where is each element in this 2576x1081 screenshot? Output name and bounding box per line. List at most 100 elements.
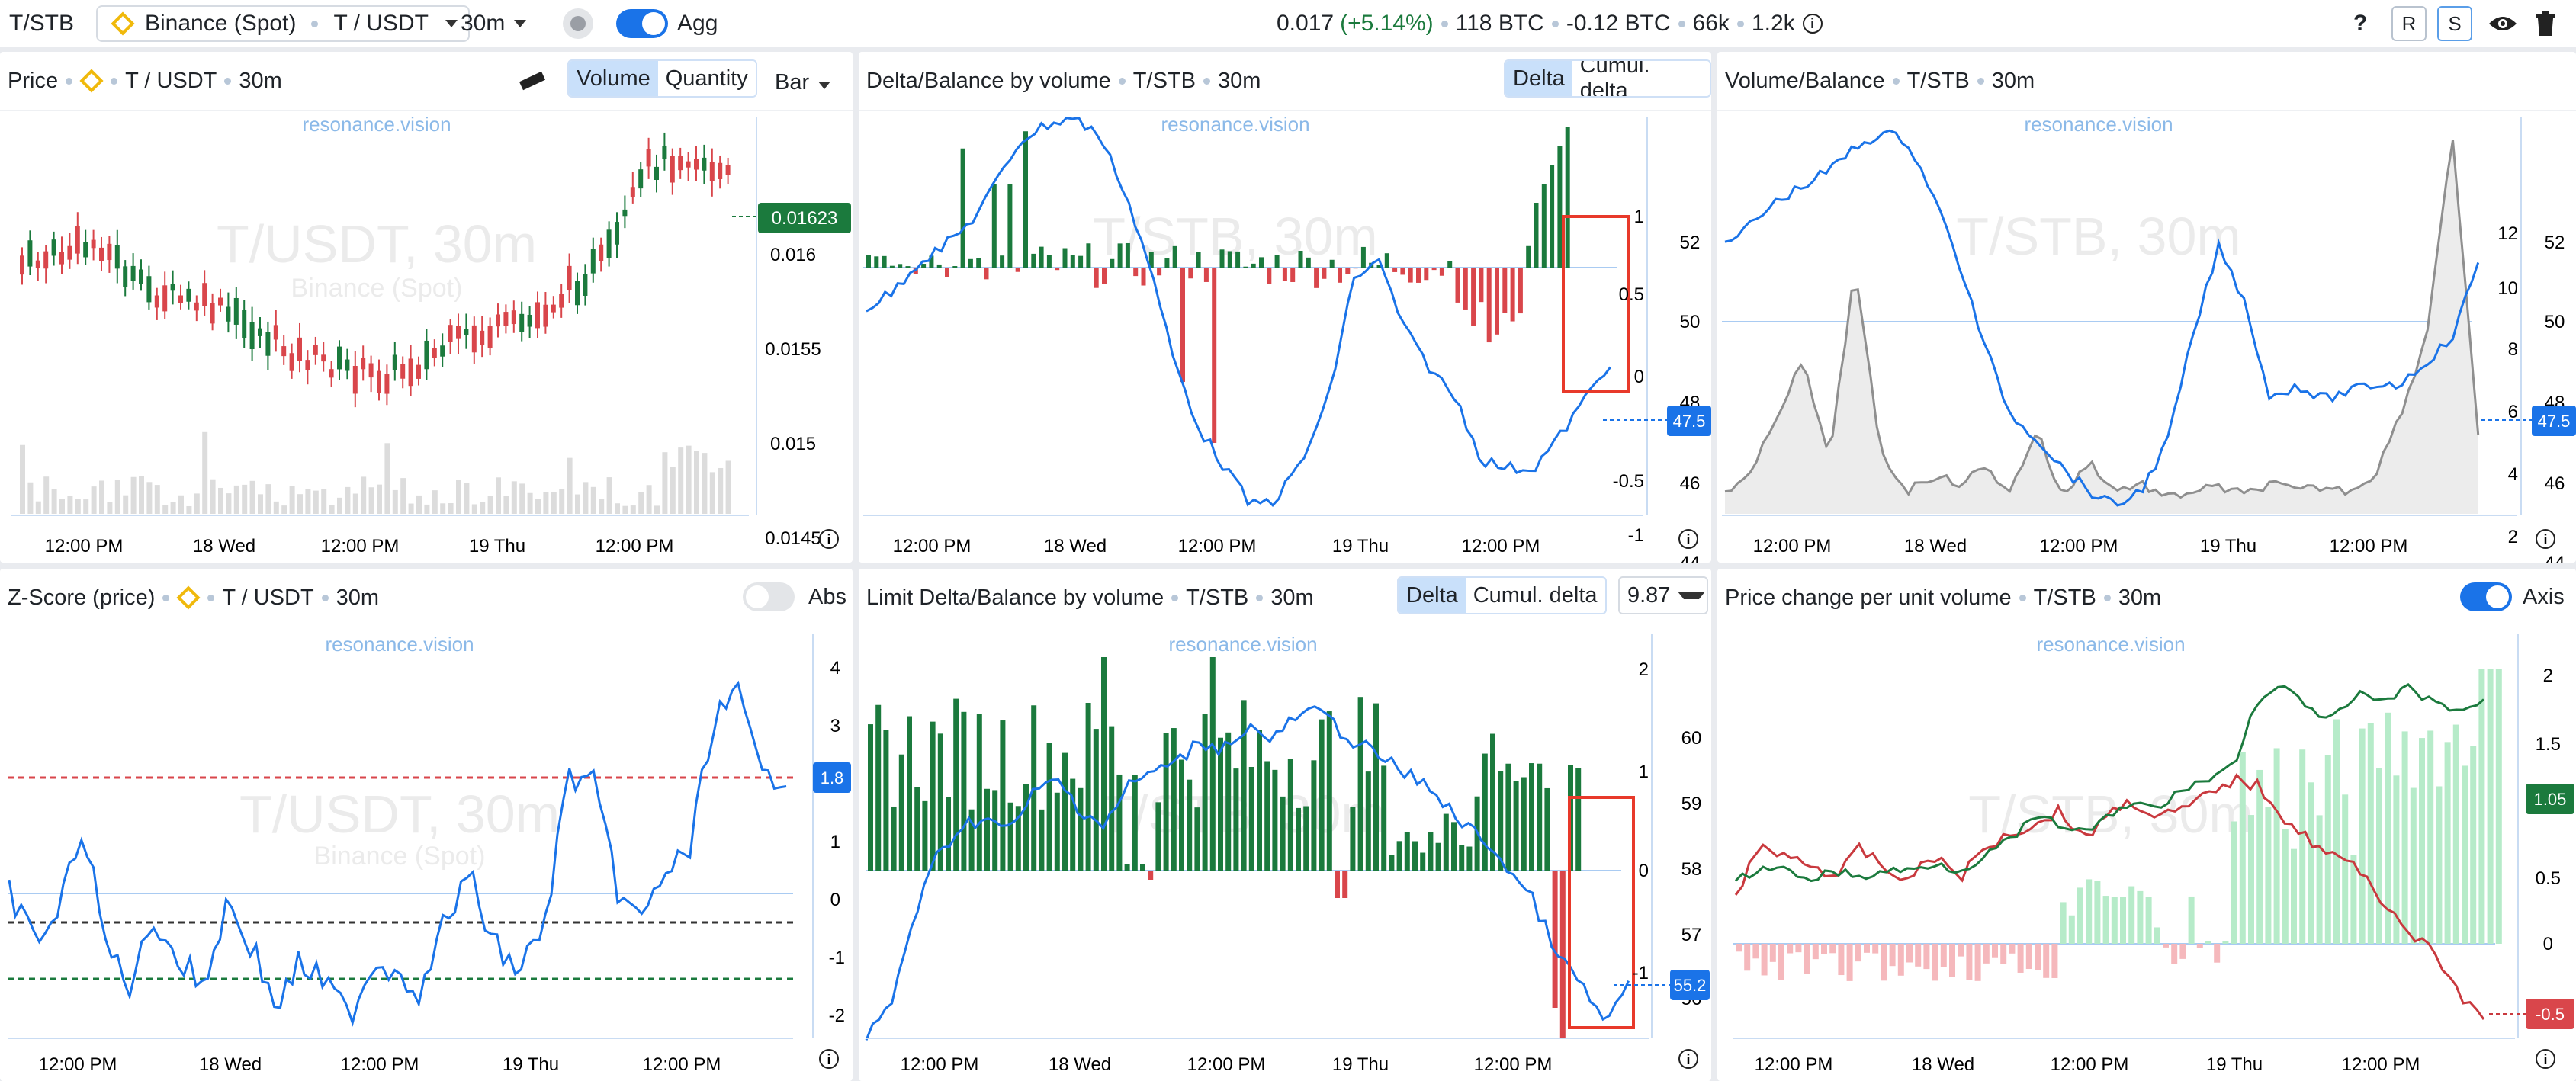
candle-body xyxy=(630,187,635,197)
volume-bar xyxy=(424,504,430,514)
limit-delta-bar xyxy=(1521,777,1527,871)
pcpv-bar xyxy=(2086,879,2093,944)
candle-body xyxy=(154,295,159,308)
volume-bar xyxy=(35,501,41,514)
info-icon[interactable]: i xyxy=(1802,14,1823,34)
r-button[interactable]: R xyxy=(2391,0,2427,47)
volume-bar xyxy=(178,495,184,514)
volume-bar xyxy=(265,484,271,514)
candle-body xyxy=(694,159,699,170)
pcpv-bar xyxy=(1864,944,1870,953)
cumul-delta-option[interactable]: Cumul. delta xyxy=(1579,59,1650,98)
volume-bar xyxy=(43,476,50,514)
y-tick: 4 xyxy=(2508,464,2518,485)
volume-option[interactable]: Volume xyxy=(569,61,658,96)
y-tick: 50 xyxy=(2545,312,2565,332)
filter-selector[interactable]: 9.87 xyxy=(1618,576,1708,614)
panel-header: Price change per unit volume T/STB 30m xyxy=(1717,569,2576,627)
candle-body xyxy=(575,281,580,306)
pcpv-chart[interactable]: resonance.vision T/STB, 30m 2 1.5 1 0.5 … xyxy=(1717,627,2576,1081)
record-button[interactable] xyxy=(563,0,593,47)
delta-chart[interactable]: resonance.vision T/STB, 30m 1 0.5 0 -0.5… xyxy=(859,110,1711,563)
candle-body xyxy=(535,302,540,329)
agg-toggle[interactable]: Agg xyxy=(616,0,718,47)
candle-body xyxy=(162,285,168,312)
pcpv-bar xyxy=(2436,786,2443,944)
y-ticks-right: 60 59 58 57 56 xyxy=(1681,728,1702,1009)
price-chart[interactable]: resonance.vision T/USDT, 30m Binance (Sp… xyxy=(0,110,853,563)
delta-bar xyxy=(1062,248,1068,268)
candle-body xyxy=(384,374,390,394)
cumul-delta-option[interactable]: Cumul. delta xyxy=(1473,582,1598,608)
watermark: resonance.vision xyxy=(2036,633,2185,656)
limit-delta-chart[interactable]: resonance.vision T/STB, 30m 2 1 0 -1 60 … xyxy=(859,627,1711,1081)
eye-button[interactable] xyxy=(2488,0,2518,47)
volume-bar xyxy=(392,489,398,514)
panel-title: Limit Delta/Balance by volume xyxy=(866,585,1164,610)
candle-body xyxy=(170,284,175,291)
zscore-chart[interactable]: resonance.vision T/USDT, 30m Binance (Sp… xyxy=(0,627,853,1081)
delta-option[interactable]: Delta xyxy=(1399,578,1466,613)
axis-toggle[interactable]: Axis xyxy=(2460,582,2565,611)
limit-delta-bar xyxy=(1163,733,1169,871)
info-icon[interactable]: i xyxy=(1678,529,1698,549)
delta-bar xyxy=(1007,184,1013,268)
delta-option[interactable]: Delta xyxy=(1505,61,1572,96)
limit-delta-bar xyxy=(1241,700,1247,871)
delta-bar xyxy=(1306,257,1311,268)
delta-mode-toggle[interactable]: Delta Cumul. delta xyxy=(1504,59,1711,98)
volume-bar xyxy=(384,443,390,514)
volume-chart[interactable]: resonance.vision T/STB, 30m 12 10 8 6 4 … xyxy=(1717,110,2576,563)
info-icon[interactable]: i xyxy=(819,529,839,549)
pcpv-bar xyxy=(2265,807,2272,944)
limit-delta-bar xyxy=(1085,703,1091,871)
current-value-tag xyxy=(1667,406,1711,436)
info-icon[interactable]: i xyxy=(819,1049,839,1069)
delta-mode-toggle[interactable]: Delta Cumul. delta xyxy=(1397,576,1607,614)
delete-button[interactable] xyxy=(2535,0,2556,47)
pcpv-bar xyxy=(2043,944,2050,978)
toggle-switch[interactable] xyxy=(2460,582,2512,611)
pcpv-bar xyxy=(1804,944,1810,974)
info-icon[interactable]: i xyxy=(2536,529,2555,549)
panel-header: Limit Delta/Balance by volume T/STB 30m xyxy=(859,569,1711,627)
candle-body xyxy=(59,252,64,265)
x-ticks: 12:00 PM 18 Wed 12:00 PM 19 Thu 12:00 PM xyxy=(39,1054,721,1075)
pcpv-bar xyxy=(2393,775,2400,944)
limit-delta-bar xyxy=(1187,779,1193,871)
info-icon[interactable]: i xyxy=(2536,1049,2555,1069)
limit-delta-bar xyxy=(1280,796,1286,871)
limit-delta-bar xyxy=(1046,743,1052,871)
chart-type-selector[interactable]: Bar xyxy=(775,70,831,95)
volume-bar xyxy=(702,453,708,514)
delta-bar xyxy=(1338,268,1342,283)
candle-body xyxy=(377,370,381,393)
s-button[interactable]: S xyxy=(2437,0,2472,47)
volume-bar xyxy=(709,472,715,514)
candle-body xyxy=(289,353,294,371)
volume-bar xyxy=(543,492,549,514)
panel-title: Delta/Balance by volume xyxy=(866,68,1111,93)
pcpv-bar xyxy=(2163,944,2169,948)
volume-quantity-toggle[interactable]: Volume Quantity xyxy=(567,59,757,98)
x-tick: 12:00 PM xyxy=(39,1054,117,1075)
timeframe-selector[interactable]: 30m xyxy=(461,0,527,47)
info-icon[interactable]: i xyxy=(1678,1049,1698,1069)
candle-body xyxy=(646,149,651,167)
toggle-switch[interactable] xyxy=(743,582,795,611)
limit-delta-bar xyxy=(1490,733,1495,871)
abs-toggle[interactable]: Abs xyxy=(743,582,846,611)
help-button[interactable]: ? xyxy=(2353,0,2367,47)
toggle-switch[interactable] xyxy=(616,9,668,38)
ruler-icon[interactable] xyxy=(519,69,546,91)
quantity-option[interactable]: Quantity xyxy=(665,66,748,91)
delta-bar xyxy=(1408,268,1413,283)
volume-bar xyxy=(503,496,509,514)
pcpv-bar xyxy=(1915,944,1922,967)
x-tick: 12:00 PM xyxy=(1462,536,1540,557)
pcpv-bar xyxy=(1744,944,1751,971)
pcpv-bar xyxy=(2205,941,2211,944)
exchange-selector[interactable]: Binance (Spot) T / USDT xyxy=(96,0,470,47)
x-tick: 12:00 PM xyxy=(341,1054,419,1075)
delta-bar xyxy=(882,255,887,268)
